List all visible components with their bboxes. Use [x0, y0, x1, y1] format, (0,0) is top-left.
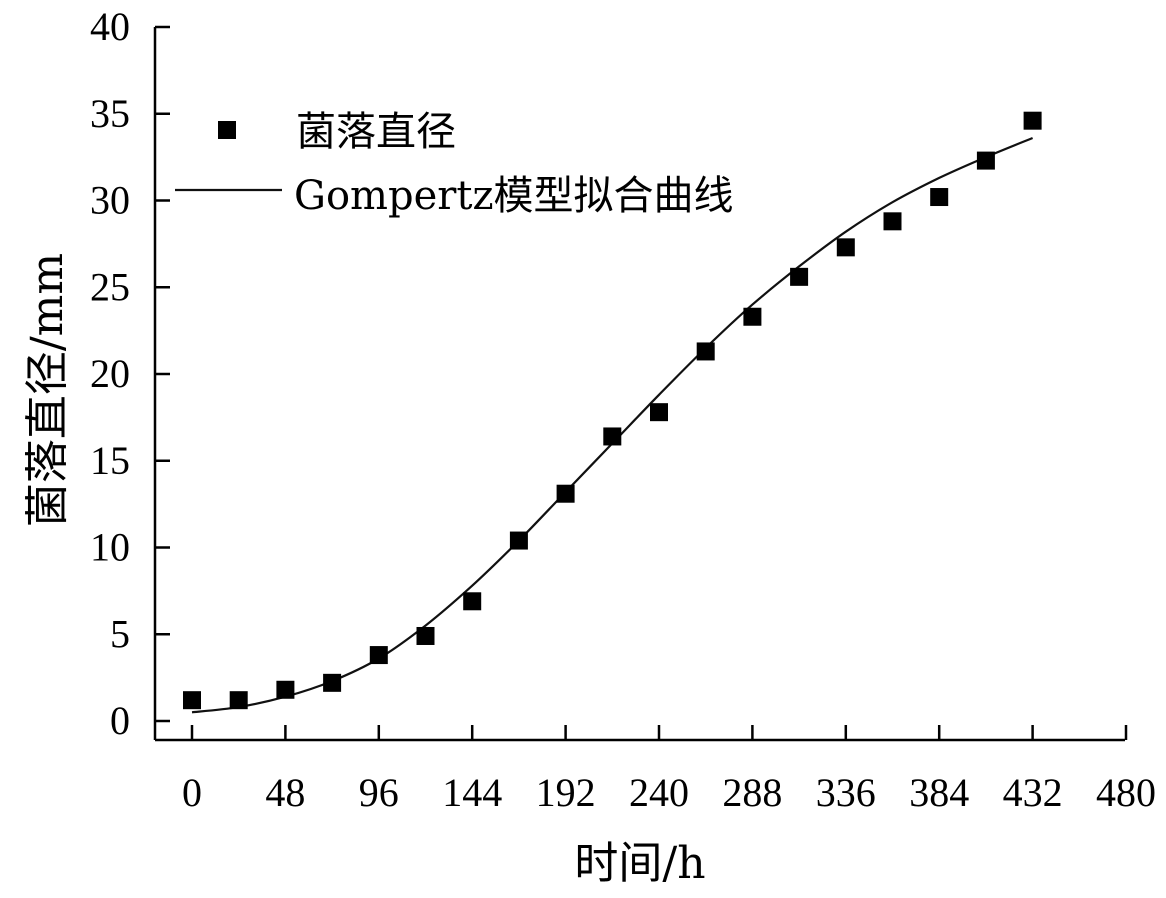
y-tick-label: 25 — [90, 264, 130, 309]
data-point — [930, 188, 949, 207]
y-tick-label: 40 — [90, 4, 130, 49]
y-tick-label: 15 — [90, 438, 130, 483]
y-tick-label: 35 — [90, 91, 130, 136]
x-tick-label: 48 — [265, 770, 305, 815]
data-point — [556, 484, 575, 503]
x-tick-label: 288 — [722, 770, 782, 815]
data-point — [509, 531, 528, 550]
x-tick-label: 336 — [816, 770, 876, 815]
data-point — [976, 151, 995, 170]
data-point — [323, 673, 342, 692]
x-tick-label: 0 — [182, 770, 202, 815]
data-point — [229, 691, 248, 710]
data-point — [463, 592, 482, 611]
y-tick-label: 0 — [110, 698, 130, 743]
data-point — [743, 307, 762, 326]
x-tick-label: 240 — [629, 770, 689, 815]
x-ticks: 0 48 96 144 192 240 288 336 384 432 480 — [182, 725, 1156, 815]
y-axis-title: 菌落直径/mm — [22, 253, 73, 527]
legend-marker-square — [218, 121, 236, 139]
legend-label-points: 菌落直径 — [296, 109, 456, 155]
x-tick-label: 384 — [909, 770, 969, 815]
data-point — [276, 680, 295, 699]
plot-area: 0 5 10 15 20 25 30 35 40 0 48 96 144 192 240 288 336 384… — [90, 4, 1156, 815]
x-axis-title: 时间/h — [574, 838, 705, 889]
legend-label-line: Gompertz模型拟合曲线 — [294, 173, 734, 219]
data-point — [883, 212, 902, 231]
x-tick-label: 480 — [1096, 770, 1156, 815]
data-point — [183, 691, 201, 710]
data-point — [650, 403, 668, 422]
data-point — [369, 646, 388, 665]
data-point — [696, 342, 715, 361]
data-point — [1023, 111, 1042, 130]
y-tick-label: 10 — [90, 525, 130, 570]
legend: 菌落直径 Gompertz模型拟合曲线 — [175, 109, 734, 219]
data-point — [790, 267, 809, 286]
y-tick-label: 30 — [90, 178, 130, 223]
x-tick-label: 192 — [536, 770, 596, 815]
y-tick-label: 20 — [90, 351, 130, 396]
data-point — [836, 238, 855, 257]
series-line-gompertz — [191, 136, 1034, 714]
y-ticks: 0 5 10 15 20 25 30 35 40 — [90, 4, 170, 743]
x-tick-label: 144 — [442, 770, 502, 815]
data-point — [416, 626, 435, 645]
y-tick-label: 5 — [110, 611, 130, 656]
x-tick-label: 432 — [1003, 770, 1063, 815]
series-markers — [183, 111, 1042, 710]
x-tick-label: 96 — [359, 770, 399, 815]
data-point — [603, 427, 622, 446]
